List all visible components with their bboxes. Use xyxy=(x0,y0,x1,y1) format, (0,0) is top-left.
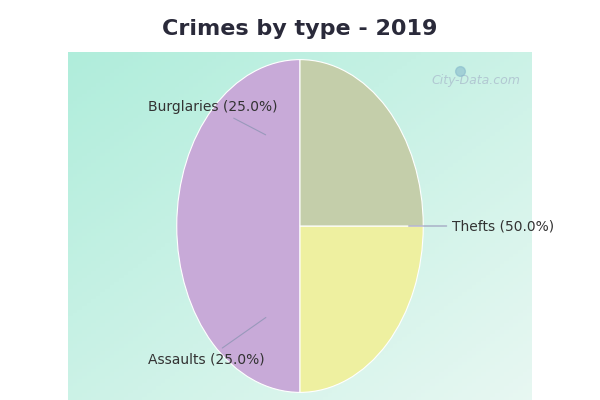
Text: Burglaries (25.0%): Burglaries (25.0%) xyxy=(148,100,277,135)
Text: Assaults (25.0%): Assaults (25.0%) xyxy=(148,318,266,366)
Text: Crimes by type - 2019: Crimes by type - 2019 xyxy=(163,18,437,39)
Wedge shape xyxy=(177,60,300,392)
Text: City-Data.com: City-Data.com xyxy=(431,74,520,87)
Wedge shape xyxy=(300,60,423,226)
Wedge shape xyxy=(300,226,423,392)
Text: Thefts (50.0%): Thefts (50.0%) xyxy=(409,219,554,233)
